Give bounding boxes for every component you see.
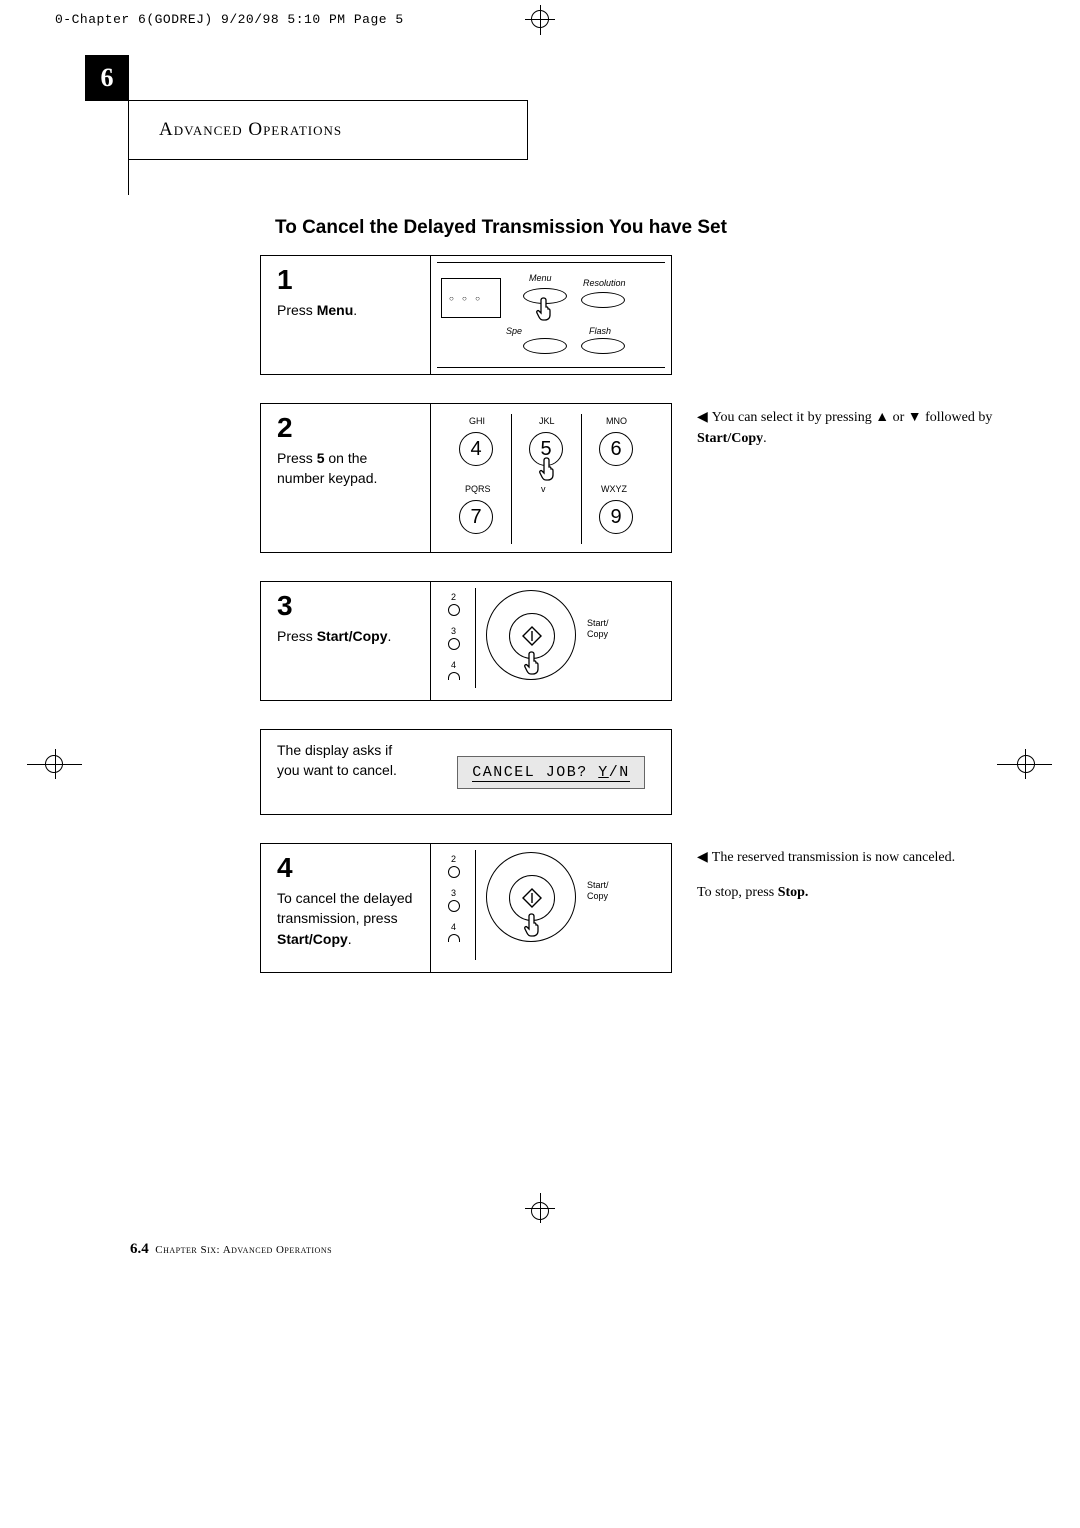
label-pqrs: PQRS [465, 484, 491, 494]
step2-pre: Press [277, 450, 317, 466]
lcd-display: CANCEL JOB? Y/N [457, 756, 645, 789]
label-copy: Copy [587, 629, 608, 639]
step1-pre: Press [277, 302, 317, 318]
label-start: Start/ [587, 618, 609, 628]
step4-note1: The reserved transmission is now cancele… [712, 850, 955, 865]
step3-pre: Press [277, 628, 317, 644]
dot4-label-2: 2 [451, 854, 456, 864]
label-mno: MNO [606, 416, 627, 426]
pointer-hand-icon [523, 650, 543, 676]
step3-bold: Start/Copy [317, 628, 388, 644]
key-7: 7 [459, 500, 493, 534]
step2-diagram: GHI JKL MNO PQRS WXYZ 4 5 6 7 9 v [431, 404, 671, 552]
label4-start: Start/ [587, 880, 609, 890]
crop-circle-top [531, 10, 549, 28]
print-header: 0-Chapter 6(GODREJ) 9/20/98 5:10 PM Page… [55, 12, 404, 27]
dot4-label-4: 4 [451, 922, 456, 932]
step3-post: . [387, 628, 391, 644]
content-area: 1 Press Menu. ○ ○ ○ Menu Resolution Spe … [260, 255, 1020, 1001]
step2-text: 2 Press 5 on the number keypad. [261, 404, 431, 552]
step4-post: . [348, 931, 352, 947]
step4-number: 4 [277, 854, 416, 882]
pointer-hand-icon [523, 912, 543, 938]
step4-diagram: 2 3 4 Start/ Copy [431, 844, 671, 972]
crop-circle-left [45, 755, 63, 773]
step4-pre: To cancel the delayed transmission, pres… [277, 890, 412, 926]
key-6: 6 [599, 432, 633, 466]
dot-label-3: 3 [451, 626, 456, 636]
step4-note2-bold: Stop. [778, 885, 809, 900]
step2-number: 2 [277, 414, 416, 442]
step3-diagram: 2 3 4 Start/ Copy [431, 582, 671, 700]
step1-text: 1 Press Menu. [261, 256, 431, 374]
display-caption: The display asks if you want to cancel. [277, 742, 397, 778]
step3-text: 3 Press Start/Copy. [261, 582, 431, 700]
step1-diagram: ○ ○ ○ Menu Resolution Spe Flash [431, 256, 671, 374]
step4-bold: Start/Copy [277, 931, 348, 947]
label-spe: Spe [506, 326, 522, 336]
label-menu: Menu [529, 273, 552, 283]
page-footer: 6.4 Chapter Six: Advanced Operations [130, 1241, 332, 1258]
chapter-tab: 6 [85, 55, 129, 101]
label4-copy: Copy [587, 891, 608, 901]
dot4-label-3: 3 [451, 888, 456, 898]
crop-circle-bottom [531, 1202, 549, 1220]
step1-number: 1 [277, 266, 416, 294]
label-wxyz: WXYZ [601, 484, 627, 494]
label-flash: Flash [589, 326, 611, 336]
label-jkl: JKL [539, 416, 555, 426]
crop-mark-top [520, 5, 560, 45]
step4-note: ◀ The reserved transmission is now cancel… [697, 843, 1017, 973]
label-ghi: GHI [469, 416, 485, 426]
pointer-hand-icon [535, 296, 555, 322]
left-arrow-icon: ◀ [697, 410, 708, 425]
section-title: To Cancel the Delayed Transmission You h… [275, 217, 727, 239]
lcd-text: CANCEL JOB? Y/N [472, 764, 630, 782]
step2-note-bold: Start/Copy [697, 431, 763, 446]
step4-note2-pre: To stop, press [697, 885, 778, 900]
pointer-hand-icon [538, 456, 558, 482]
dot-label-2: 2 [451, 592, 456, 602]
step1-bold: Menu [317, 302, 354, 318]
label-resolution: Resolution [583, 278, 626, 288]
step2-note-post: . [763, 431, 767, 446]
step3-number: 3 [277, 592, 416, 620]
step2-note-pre: You can select it by pressing ▲ or ▼ fol… [712, 410, 993, 425]
chapter-heading: Advanced Operations [128, 100, 528, 160]
dot-label-4: 4 [451, 660, 456, 670]
left-arrow-icon: ◀ [697, 850, 708, 865]
step4-text: 4 To cancel the delayed transmission, pr… [261, 844, 431, 972]
key-9: 9 [599, 500, 633, 534]
step2-note: ◀ You can select it by pressing ▲ or ▼ fo… [697, 403, 1017, 553]
step1-post: . [353, 302, 357, 318]
key-4: 4 [459, 432, 493, 466]
display-text: The display asks if you want to cancel. [261, 730, 431, 814]
display-diagram: CANCEL JOB? Y/N [431, 730, 671, 814]
footer-page: 6.4 [130, 1241, 149, 1257]
crop-mark-bottom [520, 1188, 560, 1228]
footer-chapter: Chapter Six: Advanced Operations [155, 1244, 332, 1256]
